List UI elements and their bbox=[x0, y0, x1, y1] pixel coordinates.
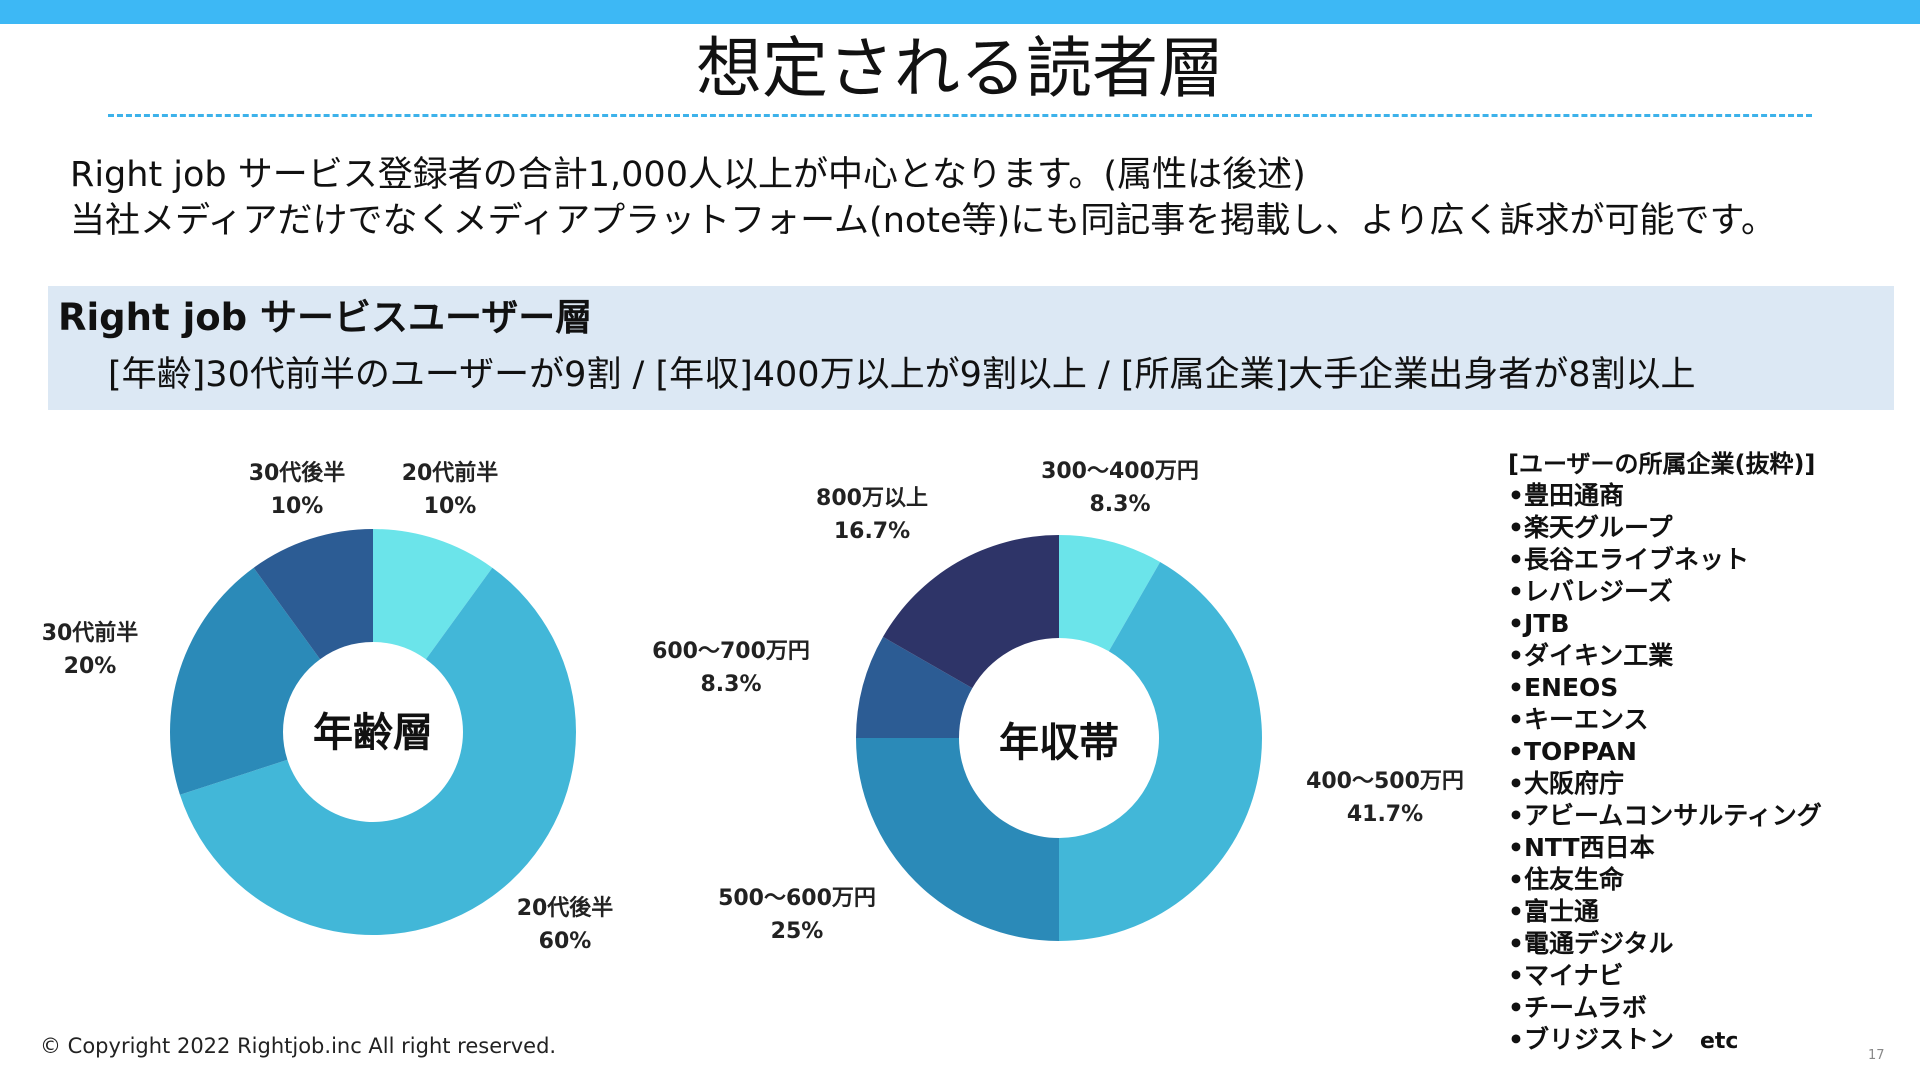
company-item: •レバレジーズ bbox=[1508, 577, 1673, 606]
donut-center-label: 年齢層 bbox=[313, 710, 433, 756]
slice-value-label: 8.3% bbox=[1089, 492, 1150, 517]
slice-value-label: 8.3% bbox=[700, 672, 761, 697]
panel-subtitle: [年齢]30代前半のユーザーが9割 / [年収]400万以上が9割以上 / [所… bbox=[108, 355, 1696, 395]
donut-slice bbox=[1059, 535, 1161, 652]
donut-slice bbox=[882, 535, 1059, 689]
company-item: •豊田通商 bbox=[1508, 481, 1624, 510]
page-title: 想定される読者層 bbox=[696, 30, 1224, 107]
donut-slice bbox=[373, 529, 493, 660]
company-item: •ENEOS bbox=[1508, 673, 1619, 702]
donut-charts: 20代前半 10% 20代後半 60% 30代前半 20% 30代後半 10% 年齢層 300〜4… bbox=[42, 459, 1464, 954]
company-item: •マイナビ bbox=[1508, 961, 1624, 990]
company-item: •アビームコンサルティング bbox=[1508, 801, 1822, 830]
panel-title: Right job サービスユーザー層 bbox=[58, 296, 593, 339]
donut-slice bbox=[856, 636, 973, 738]
company-item: •ブリジストン etc bbox=[1508, 1025, 1739, 1054]
slice-value-label: 20% bbox=[64, 654, 117, 679]
slice-label: 300〜400万円 bbox=[1041, 459, 1199, 484]
company-list-heading: [ユーザーの所属企業(抜粋)] bbox=[1508, 450, 1816, 478]
donut-slice bbox=[253, 529, 373, 660]
company-item: •キーエンス bbox=[1508, 705, 1649, 734]
slice-label: 30代前半 bbox=[42, 620, 139, 646]
slice-label: 500〜600万円 bbox=[718, 886, 876, 911]
slice-value-label: 60% bbox=[539, 929, 592, 954]
company-list-etc: etc bbox=[1699, 1029, 1739, 1054]
slice-label: 800万以上 bbox=[816, 486, 928, 511]
company-item: •チームラボ bbox=[1508, 993, 1647, 1022]
donut-center-label: 年収帯 bbox=[999, 720, 1119, 766]
slice-label: 30代後半 bbox=[249, 460, 346, 486]
slice-label: 20代後半 bbox=[517, 895, 614, 921]
donut-slice bbox=[856, 738, 1059, 941]
company-item: •大阪府庁 bbox=[1508, 769, 1624, 798]
company-item: •電通デジタル bbox=[1508, 929, 1674, 958]
company-item: •長谷エライブネット bbox=[1508, 545, 1749, 574]
slice-value-label: 25% bbox=[771, 919, 824, 944]
slice-label: 20代前半 bbox=[402, 460, 499, 486]
company-list: [ユーザーの所属企業(抜粋)] •豊田通商 •楽天グループ •長谷エライブネット •レ… bbox=[1508, 448, 1822, 1058]
slice-value-label: 10% bbox=[271, 494, 324, 519]
company-item: •楽天グループ bbox=[1508, 513, 1673, 542]
slice-value-label: 16.7% bbox=[834, 519, 910, 544]
top-accent-bar bbox=[0, 0, 1920, 24]
page-number: 17 bbox=[1868, 1048, 1885, 1063]
company-item: •TOPPAN bbox=[1508, 737, 1637, 766]
slice-value-label: 10% bbox=[424, 494, 477, 519]
company-item: •JTB bbox=[1508, 609, 1570, 638]
intro-line-1: Right job サービス登録者の合計1,000人以上が中心となります。(属性… bbox=[70, 155, 1306, 195]
donut-slice bbox=[1059, 561, 1263, 941]
intro-text: Right job サービス登録者の合計1,000人以上が中心となります。(属性… bbox=[70, 152, 1776, 244]
company-item: •住友生命 bbox=[1508, 865, 1624, 894]
slice-label: 600〜700万円 bbox=[652, 639, 810, 664]
company-item: •富士通 bbox=[1508, 897, 1599, 926]
slice-label: 400〜500万円 bbox=[1306, 769, 1464, 794]
copyright-text: © Copyright 2022 Rightjob.inc All right … bbox=[40, 1034, 557, 1058]
intro-line-2: 当社メディアだけでなくメディアプラットフォーム(note等)にも同記事を掲載し、… bbox=[70, 201, 1777, 241]
donut-slice bbox=[179, 567, 576, 935]
donut-slice bbox=[169, 567, 321, 795]
title-divider bbox=[108, 114, 1812, 117]
user-summary-panel: Right job サービスユーザー層 [年齢]30代前半のユーザーが9割 / … bbox=[48, 286, 1894, 410]
company-item: •ダイキン工業 bbox=[1508, 641, 1674, 670]
slice-value-label: 41.7% bbox=[1347, 802, 1423, 827]
company-item: •NTT西日本 bbox=[1508, 833, 1655, 862]
